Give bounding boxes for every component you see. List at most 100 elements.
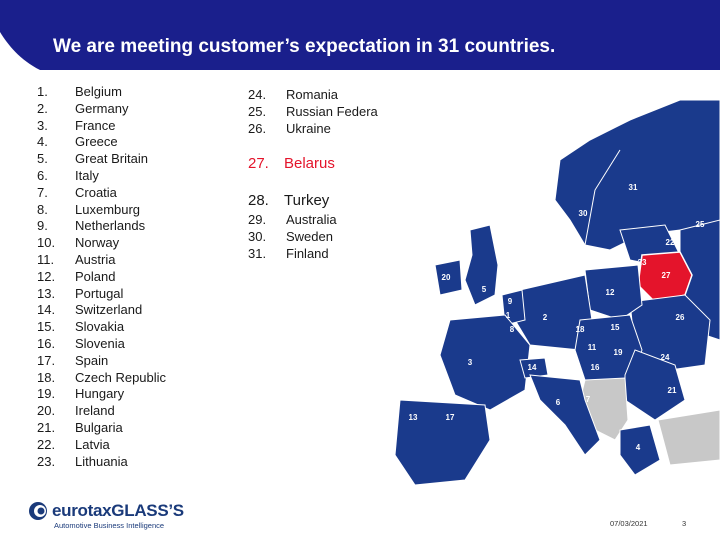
belarus-name: Belarus xyxy=(284,155,335,172)
country-list-item: 13. Portugal xyxy=(37,286,166,303)
country-name: Poland xyxy=(75,268,116,284)
map-country-label: 23 xyxy=(638,258,647,267)
map-country-label: 7 xyxy=(586,395,591,404)
country-list-item: 15. Slovakia xyxy=(37,319,166,336)
country-number: 18. xyxy=(37,369,56,385)
map-country-label: 12 xyxy=(606,288,615,297)
country-name: Czech Republic xyxy=(75,369,167,385)
map-country-label: 24 xyxy=(661,353,670,362)
romania-bulgaria-region xyxy=(624,349,686,421)
country-list-item: 18. Czech Republic xyxy=(37,370,166,387)
map-country-label: 17 xyxy=(446,413,455,422)
country-number: 10. xyxy=(37,235,56,251)
italy-region xyxy=(529,374,601,456)
country-name: Luxemburg xyxy=(75,201,141,217)
country-list-item: 22. Latvia xyxy=(37,437,166,454)
map-country-label: 8 xyxy=(510,325,515,334)
map-country-label: 4 xyxy=(636,443,641,452)
country-name: Netherlands xyxy=(75,218,146,234)
turkey-row: 28. Turkey xyxy=(248,192,329,209)
country-list-item: 31. Finland xyxy=(248,246,337,263)
map-country-label: 10 xyxy=(548,205,557,214)
country-name: Austria xyxy=(75,251,116,267)
turkey-region xyxy=(657,409,720,466)
country-list-item: 20. Ireland xyxy=(37,403,166,420)
country-name: Greece xyxy=(75,134,118,150)
country-number: 3. xyxy=(37,117,48,133)
map-country-label: 30 xyxy=(579,209,588,218)
great-britain-region xyxy=(464,224,499,306)
ireland-region xyxy=(434,259,463,296)
footer-date: 07/03/2021 xyxy=(610,519,648,528)
country-name: Great Britain xyxy=(75,151,148,167)
country-number: 1. xyxy=(37,84,48,99)
iberia-region xyxy=(394,399,491,486)
country-list-item: 21. Bulgaria xyxy=(37,420,166,437)
country-name: Croatia xyxy=(75,184,117,200)
country-number: 7. xyxy=(37,184,48,200)
country-name: Portugal xyxy=(75,285,124,301)
map-country-label: 26 xyxy=(676,313,685,322)
map-country-label: 19 xyxy=(614,348,623,357)
header-banner: We are meeting customer’s expectation in… xyxy=(0,0,720,70)
france-region xyxy=(439,314,531,411)
border-line xyxy=(584,149,621,246)
country-list-right-bottom: 29. Australia 30. Sweden 31. Finland xyxy=(248,212,337,262)
country-number: 19. xyxy=(37,386,56,402)
country-name: Germany xyxy=(75,100,129,116)
country-number: 26. xyxy=(248,120,267,136)
country-name: Australia xyxy=(286,212,337,227)
map-country-label: 20 xyxy=(442,273,451,282)
country-name: Ireland xyxy=(75,403,115,419)
country-list-item: 30. Sweden xyxy=(248,229,337,246)
belarus-number: 27. xyxy=(248,155,269,172)
map-country-label: 16 xyxy=(591,363,600,372)
country-number: 30. xyxy=(248,228,267,244)
country-number: 5. xyxy=(37,151,48,167)
greece-region xyxy=(619,424,661,476)
country-name: Lithuania xyxy=(75,453,128,469)
country-list-item: 7. Croatia xyxy=(37,185,166,202)
map-country-label: 21 xyxy=(668,386,677,395)
country-number: 8. xyxy=(37,201,48,217)
country-list-item: 11. Austria xyxy=(37,252,166,269)
country-list-item: 23. Lithuania xyxy=(37,454,166,471)
country-number: 24. xyxy=(248,87,267,102)
country-number: 12. xyxy=(37,268,56,284)
map-country-label: 6 xyxy=(556,398,561,407)
country-list-item: 26. Ukraine xyxy=(248,121,378,138)
country-list-right-top: 24. Romania 25. Russian Federa 26. Ukraine xyxy=(248,87,378,137)
country-list-item: 19. Hungary xyxy=(37,386,166,403)
country-name: Bulgaria xyxy=(75,419,123,435)
country-list-item: 24. Romania xyxy=(248,87,378,104)
country-list-item: 9. Netherlands xyxy=(37,218,166,235)
map-country-label: 1 xyxy=(506,311,511,320)
logo-mark-icon xyxy=(29,502,47,520)
country-number: 17. xyxy=(37,352,56,368)
country-number: 9. xyxy=(37,218,48,234)
country-list-item: 5. Great Britain xyxy=(37,151,166,168)
switzerland-region xyxy=(519,357,549,379)
country-number: 13. xyxy=(37,285,56,301)
country-list-item: 6. Italy xyxy=(37,168,166,185)
map-country-label: 18 xyxy=(576,325,585,334)
country-name: Romania xyxy=(286,87,339,102)
page-number: 3 xyxy=(682,519,687,528)
country-number: 20. xyxy=(37,403,56,419)
country-list-item: 12. Poland xyxy=(37,269,166,286)
country-name: Slovakia xyxy=(75,319,125,335)
turkey-number: 28. xyxy=(248,192,269,209)
country-number: 2. xyxy=(37,100,48,116)
country-list-item: 16. Slovenia xyxy=(37,336,166,353)
map-country-label: 5 xyxy=(482,285,487,294)
map-country-label: 31 xyxy=(629,183,638,192)
country-number: 23. xyxy=(37,453,56,469)
country-number: 6. xyxy=(37,167,48,183)
country-list-item: 3. France xyxy=(37,118,166,135)
country-number: 11. xyxy=(37,251,55,267)
europe-map: 1 2 3 4 5 6 7 8 9 10 11 12 13 14 15 16 17 18 19 20 21 22 23 24 2… xyxy=(380,80,720,500)
country-name: Switzerland xyxy=(75,302,143,318)
map-country-label: 11 xyxy=(588,343,597,352)
country-list-item: 4. Greece xyxy=(37,134,166,151)
